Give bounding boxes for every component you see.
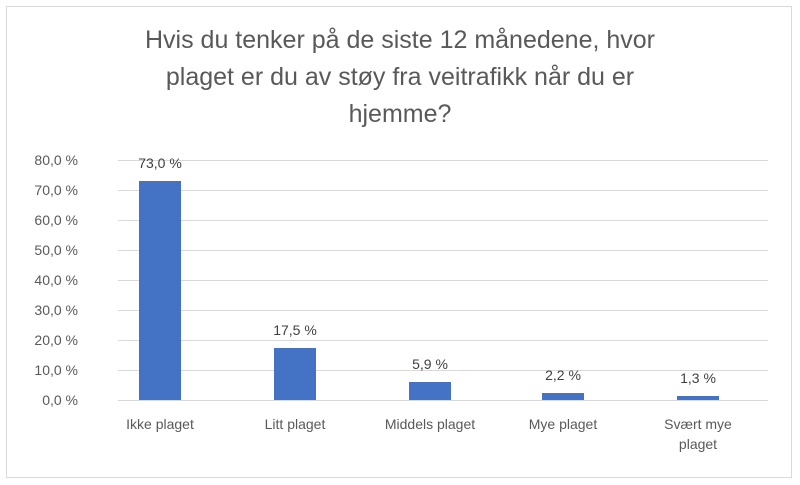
gridline-30 — [118, 310, 768, 311]
data-label: 5,9 % — [412, 356, 448, 373]
x-category-label: Litt plaget — [264, 416, 326, 432]
x-category-label: Ikke plaget — [126, 416, 194, 432]
x-category-label: Svært mye plaget — [664, 416, 732, 452]
data-label: 1,3 % — [680, 370, 716, 387]
chart-frame — [6, 6, 792, 478]
gridline-20 — [118, 340, 768, 341]
y-tick-label: 70,0 % — [34, 182, 78, 198]
gridline-40 — [118, 280, 768, 281]
data-label: 73,0 % — [138, 155, 182, 171]
chart-title: Hvis du tenker på de siste 12 månedene, … — [0, 22, 800, 133]
gridline-80 — [118, 160, 768, 161]
gridline-50 — [118, 250, 768, 251]
y-tick-label: 20,0 % — [34, 332, 78, 348]
bar-svaert-mye-plaget — [677, 396, 719, 400]
x-category-label: Middels plaget — [384, 416, 476, 432]
chart-title-line-3: hjemme? — [348, 100, 452, 128]
y-tick-label: 10,0 % — [34, 362, 78, 378]
gridline-60 — [118, 220, 768, 221]
x-axis-line — [118, 400, 768, 401]
x-category-label: Mye plaget — [528, 416, 598, 432]
data-label: 17,5 % — [273, 321, 317, 338]
bar-litt-plaget — [274, 347, 316, 400]
y-tick-label: 60,0 % — [34, 212, 78, 228]
data-label: 2,2 % — [545, 367, 581, 384]
bar-mye-plaget — [542, 393, 584, 400]
bar-middels-plaget — [409, 382, 451, 400]
y-tick-label: 40,0 % — [34, 272, 78, 288]
gridline-10 — [118, 370, 768, 371]
chart-title-line-1: Hvis du tenker på de siste 12 månedene, … — [144, 26, 656, 54]
y-tick-label: 30,0 % — [34, 302, 78, 318]
bar-ikke-plaget — [139, 181, 181, 400]
y-tick-label: 80,0 % — [34, 152, 78, 168]
y-tick-label: 50,0 % — [34, 242, 78, 258]
chart-title-line-2: plaget er du av støy fra veitrafikk når … — [165, 63, 635, 91]
gridline-70 — [118, 190, 768, 191]
y-tick-label: 0,0 % — [42, 392, 78, 408]
